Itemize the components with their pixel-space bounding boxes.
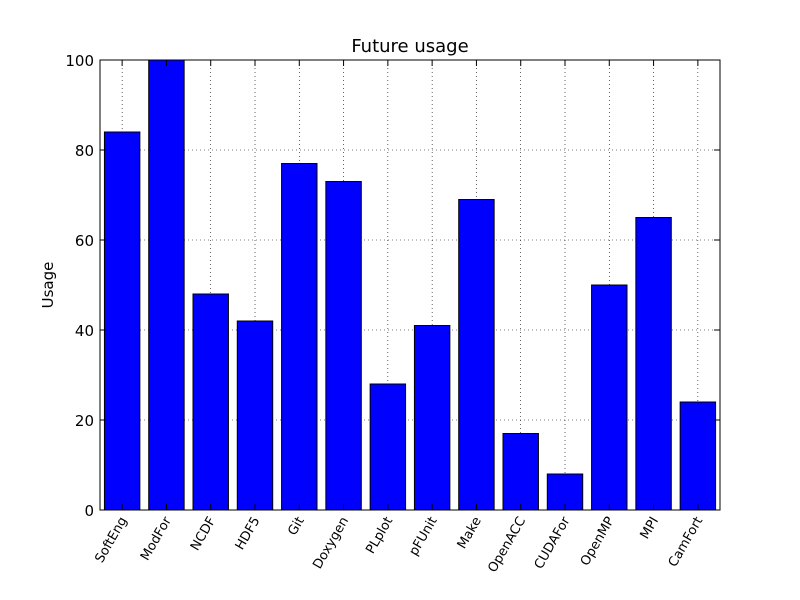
chart-title: Future usage — [351, 36, 468, 57]
bar-openacc — [502, 433, 539, 511]
bar-make — [458, 199, 495, 511]
bar-hdf5 — [236, 320, 274, 511]
bars — [103, 59, 717, 511]
y-axis-label: Usage — [39, 262, 57, 309]
bar-plplot — [369, 383, 407, 511]
y-tick-label: 20 — [75, 412, 94, 430]
y-axis-ticks: 0 20 40 60 80 100 — [65, 52, 720, 520]
bar-pfunit — [413, 325, 451, 511]
bar-softeng — [103, 131, 141, 511]
bar-camfort — [679, 401, 717, 511]
bar-ncdf — [192, 293, 229, 511]
plot-frame — [99, 59, 721, 511]
bar-openmp — [591, 284, 628, 511]
y-tick-label: 100 — [65, 52, 94, 70]
y-tick-label: 60 — [75, 232, 94, 250]
bar-modfor — [148, 59, 185, 511]
y-tick-label: 0 — [84, 502, 94, 520]
bar-mpi — [635, 217, 672, 511]
y-tick-label: 40 — [75, 322, 94, 340]
bar-git — [281, 163, 318, 511]
bar-doxygen — [325, 181, 362, 511]
y-tick-label: 80 — [75, 142, 94, 160]
